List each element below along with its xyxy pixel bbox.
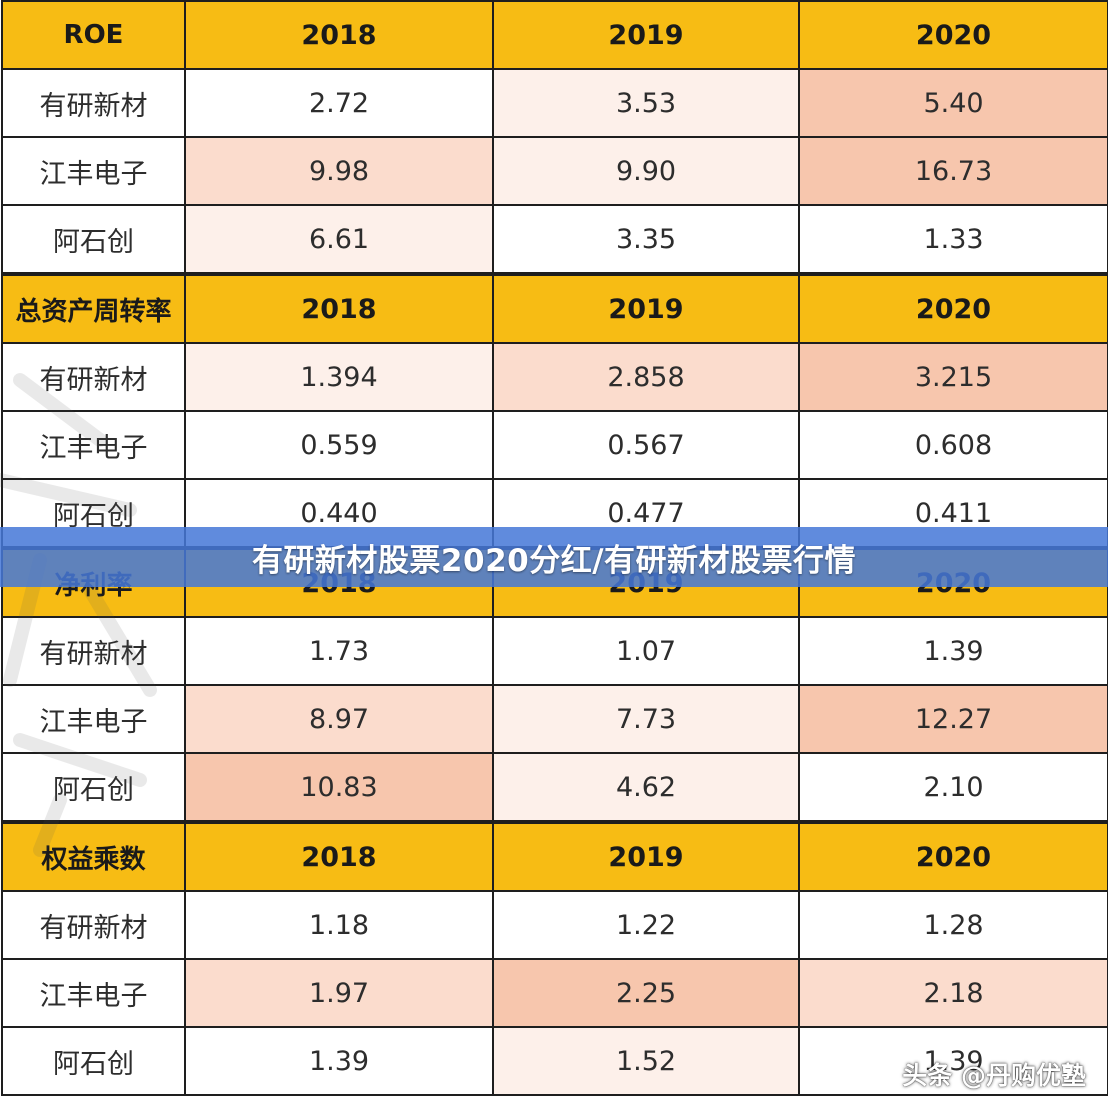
- value-cell: 6.61: [184, 204, 494, 274]
- company-name-cell: 有研新材: [1, 616, 186, 686]
- value-cell: 4.62: [492, 752, 800, 822]
- value-cell: 2.25: [492, 958, 800, 1028]
- metric-table: 权益乘数 2018 2019 2020 有研新材 1.18 1.22 1.28 江丰电子 1.97…: [1, 822, 1108, 1096]
- metric-name-header: ROE: [1, 0, 186, 70]
- value-cell: 1.39: [798, 1026, 1108, 1096]
- year-header: 2018: [184, 822, 494, 892]
- value-cell: 3.35: [492, 204, 800, 274]
- metric-table: ROE 2018 2019 2020 有研新材 2.72 3.53 5.40 江丰电子 9.98 9…: [1, 0, 1108, 274]
- value-cell: 1.39: [184, 1026, 494, 1096]
- table-row: 江丰电子 8.97 7.73 12.27: [1, 684, 1108, 754]
- table-row: 有研新材 1.73 1.07 1.39: [1, 616, 1108, 686]
- company-name-cell: 江丰电子: [1, 136, 186, 206]
- value-cell: 2.72: [184, 68, 494, 138]
- value-cell: 0.608: [798, 410, 1108, 480]
- value-cell: 1.52: [492, 1026, 800, 1096]
- year-header: 2019: [492, 822, 800, 892]
- company-name-cell: 江丰电子: [1, 684, 186, 754]
- company-name-cell: 有研新材: [1, 342, 186, 412]
- source-credit: 头条 @丹购优塾: [902, 1061, 1086, 1090]
- value-cell: 10.83: [184, 752, 494, 822]
- company-name-cell: 阿石创: [1, 204, 186, 274]
- value-cell: 1.33: [798, 204, 1108, 274]
- value-cell: 2.10: [798, 752, 1108, 822]
- company-name-cell: 江丰电子: [1, 958, 186, 1028]
- table-row: 阿石创 10.83 4.62 2.10: [1, 752, 1108, 822]
- value-cell: 9.90: [492, 136, 800, 206]
- value-cell: 1.28: [798, 890, 1108, 960]
- value-cell: 0.567: [492, 410, 800, 480]
- company-name-cell: 阿石创: [1, 752, 186, 822]
- company-name-cell: 江丰电子: [1, 410, 186, 480]
- table-header-row: ROE 2018 2019 2020: [1, 0, 1108, 70]
- value-cell: 2.18: [798, 958, 1108, 1028]
- table-row: 阿石创 1.39 1.52 1.39: [1, 1026, 1108, 1096]
- value-cell: 12.27: [798, 684, 1108, 754]
- metric-table: 总资产周转率 2018 2019 2020 有研新材 1.394 2.858 3.215 江丰电…: [1, 274, 1108, 548]
- table-row: 有研新材 2.72 3.53 5.40: [1, 68, 1108, 138]
- value-cell: 1.97: [184, 958, 494, 1028]
- year-header: 2018: [184, 0, 494, 70]
- value-cell: 1.07: [492, 616, 800, 686]
- value-cell: 1.18: [184, 890, 494, 960]
- value-cell: 1.394: [184, 342, 494, 412]
- year-header: 2018: [184, 274, 494, 344]
- value-cell: 9.98: [184, 136, 494, 206]
- banner-title: 有研新材股票2020分红/有研新材股票行情: [251, 542, 857, 579]
- metric-name-header: 权益乘数: [1, 822, 186, 892]
- table-row: 江丰电子 0.559 0.567 0.608: [1, 410, 1108, 480]
- year-header: 2019: [492, 0, 800, 70]
- table-header-row: 权益乘数 2018 2019 2020: [1, 822, 1108, 892]
- year-header: 2020: [798, 822, 1108, 892]
- value-cell: 0.559: [184, 410, 494, 480]
- value-cell: 7.73: [492, 684, 800, 754]
- company-name-cell: 有研新材: [1, 890, 186, 960]
- year-header: 2020: [798, 274, 1108, 344]
- year-header: 2019: [492, 274, 800, 344]
- value-cell: 1.73: [184, 616, 494, 686]
- table-row: 有研新材 1.18 1.22 1.28: [1, 890, 1108, 960]
- table-row: 江丰电子 1.97 2.25 2.18: [1, 958, 1108, 1028]
- company-name-cell: 阿石创: [1, 1026, 186, 1096]
- value-cell: 3.53: [492, 68, 800, 138]
- year-header: 2020: [798, 0, 1108, 70]
- table-row: 江丰电子 9.98 9.90 16.73: [1, 136, 1108, 206]
- table-header-row: 总资产周转率 2018 2019 2020: [1, 274, 1108, 344]
- value-cell: 16.73: [798, 136, 1108, 206]
- metric-table: 净利率201820192020有研新材1.731.071.39江丰电子8.977…: [1, 548, 1108, 822]
- metric-name-header: 总资产周转率: [1, 274, 186, 344]
- value-cell: 5.40: [798, 68, 1108, 138]
- value-cell: 1.39: [798, 616, 1108, 686]
- value-cell: 3.215: [798, 342, 1108, 412]
- value-cell: 1.22: [492, 890, 800, 960]
- table-row: 有研新材 1.394 2.858 3.215: [1, 342, 1108, 412]
- table-row: 阿石创 6.61 3.35 1.33: [1, 204, 1108, 274]
- value-cell: 2.858: [492, 342, 800, 412]
- title-banner: 有研新材股票2020分红/有研新材股票行情: [0, 527, 1108, 587]
- value-cell: 8.97: [184, 684, 494, 754]
- company-name-cell: 有研新材: [1, 68, 186, 138]
